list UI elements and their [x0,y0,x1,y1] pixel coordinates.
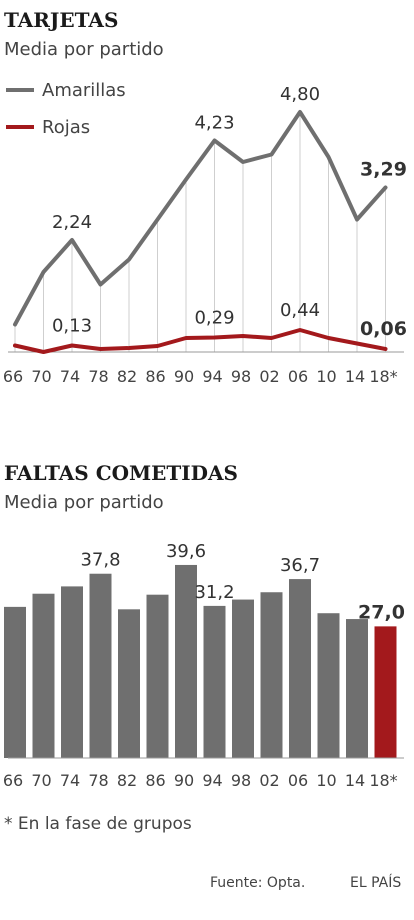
faltas-bar-chart: 37,8 39,6 31,2 36,7 27,0 66 70 74 78 82 86 90 94 98 02… [3,541,405,790]
x-tick-label: 02 [259,771,279,790]
x-tick-label: 06 [288,367,308,386]
footnote: * En la fase de grupos [4,814,192,834]
data-label: 27,0 [358,601,405,623]
x-tick-label: 14 [345,367,365,386]
x-tick-label: 86 [145,771,165,790]
x-tick-label: 74 [60,367,80,386]
x-tick-label: 94 [202,367,222,386]
legend-rojas-label: Rojas [42,117,90,138]
source-text: Fuente: Opta. [210,875,305,891]
x-tick-label: 90 [174,771,194,790]
bar [32,593,55,758]
brand-text: EL PAÍS [350,874,401,891]
x-tick-label: 18* [369,771,397,790]
tarjetas-line-chart: 2,24 4,23 4,80 3,29 0,13 0,29 0,44 0,06 66 70 74 78… [3,84,407,386]
legend-amarillas-label: Amarillas [42,80,126,101]
x-tick-label: 98 [231,771,251,790]
x-tick-label: 82 [117,771,137,790]
bar [374,626,397,758]
data-label: 0,44 [280,300,320,321]
tarjetas-title: TARJETAS [4,8,118,32]
bar [175,564,197,758]
series-line-amarillas [13,110,388,327]
data-label: 2,24 [52,212,92,233]
data-label: 39,6 [166,541,206,562]
bar [61,586,83,758]
x-tick-label: 06 [288,771,308,790]
x-tick-label: 66 [3,771,23,790]
x-tick-label: 14 [345,771,365,790]
bar [4,606,26,758]
data-label: 3,29 [360,159,407,181]
x-tick-label: 66 [3,367,23,386]
x-tick-label: 70 [31,771,51,790]
bar [289,579,311,758]
x-tick-label: 94 [202,771,222,790]
data-label: 37,8 [80,550,120,571]
tarjetas-subtitle: Media por partido [4,39,164,60]
x-tick-label: 78 [88,771,108,790]
series-line-rojas [13,328,388,354]
data-label: 36,7 [280,555,320,576]
x-tick-label: 86 [145,367,165,386]
x-tick-label: 78 [88,367,108,386]
bar [260,592,283,758]
x-tick-label: 10 [316,367,336,386]
faltas-subtitle: Media por partido [4,492,164,513]
bar [346,619,368,758]
x-tick-label: 90 [174,367,194,386]
x-tick-label: 70 [31,367,51,386]
data-label: 0,06 [360,318,407,340]
bar [317,613,340,758]
bar [118,609,140,758]
tarjetas-legend: Amarillas Rojas [6,80,126,138]
x-tick-label: 82 [117,367,137,386]
bar [232,599,254,758]
data-label: 0,13 [52,316,92,337]
data-label: 31,2 [194,582,234,603]
data-label: 4,23 [194,113,234,134]
faltas-title: FALTAS COMETIDAS [4,461,238,485]
x-tick-label: 02 [259,367,279,386]
x-tick-label: 18* [369,367,397,386]
bar [146,594,169,758]
bar [203,605,226,758]
data-label: 4,80 [280,84,320,105]
data-label: 0,29 [194,308,234,329]
x-tick-label: 98 [231,367,251,386]
bar [89,573,112,758]
x-tick-label: 74 [60,771,80,790]
x-tick-label: 10 [316,771,336,790]
